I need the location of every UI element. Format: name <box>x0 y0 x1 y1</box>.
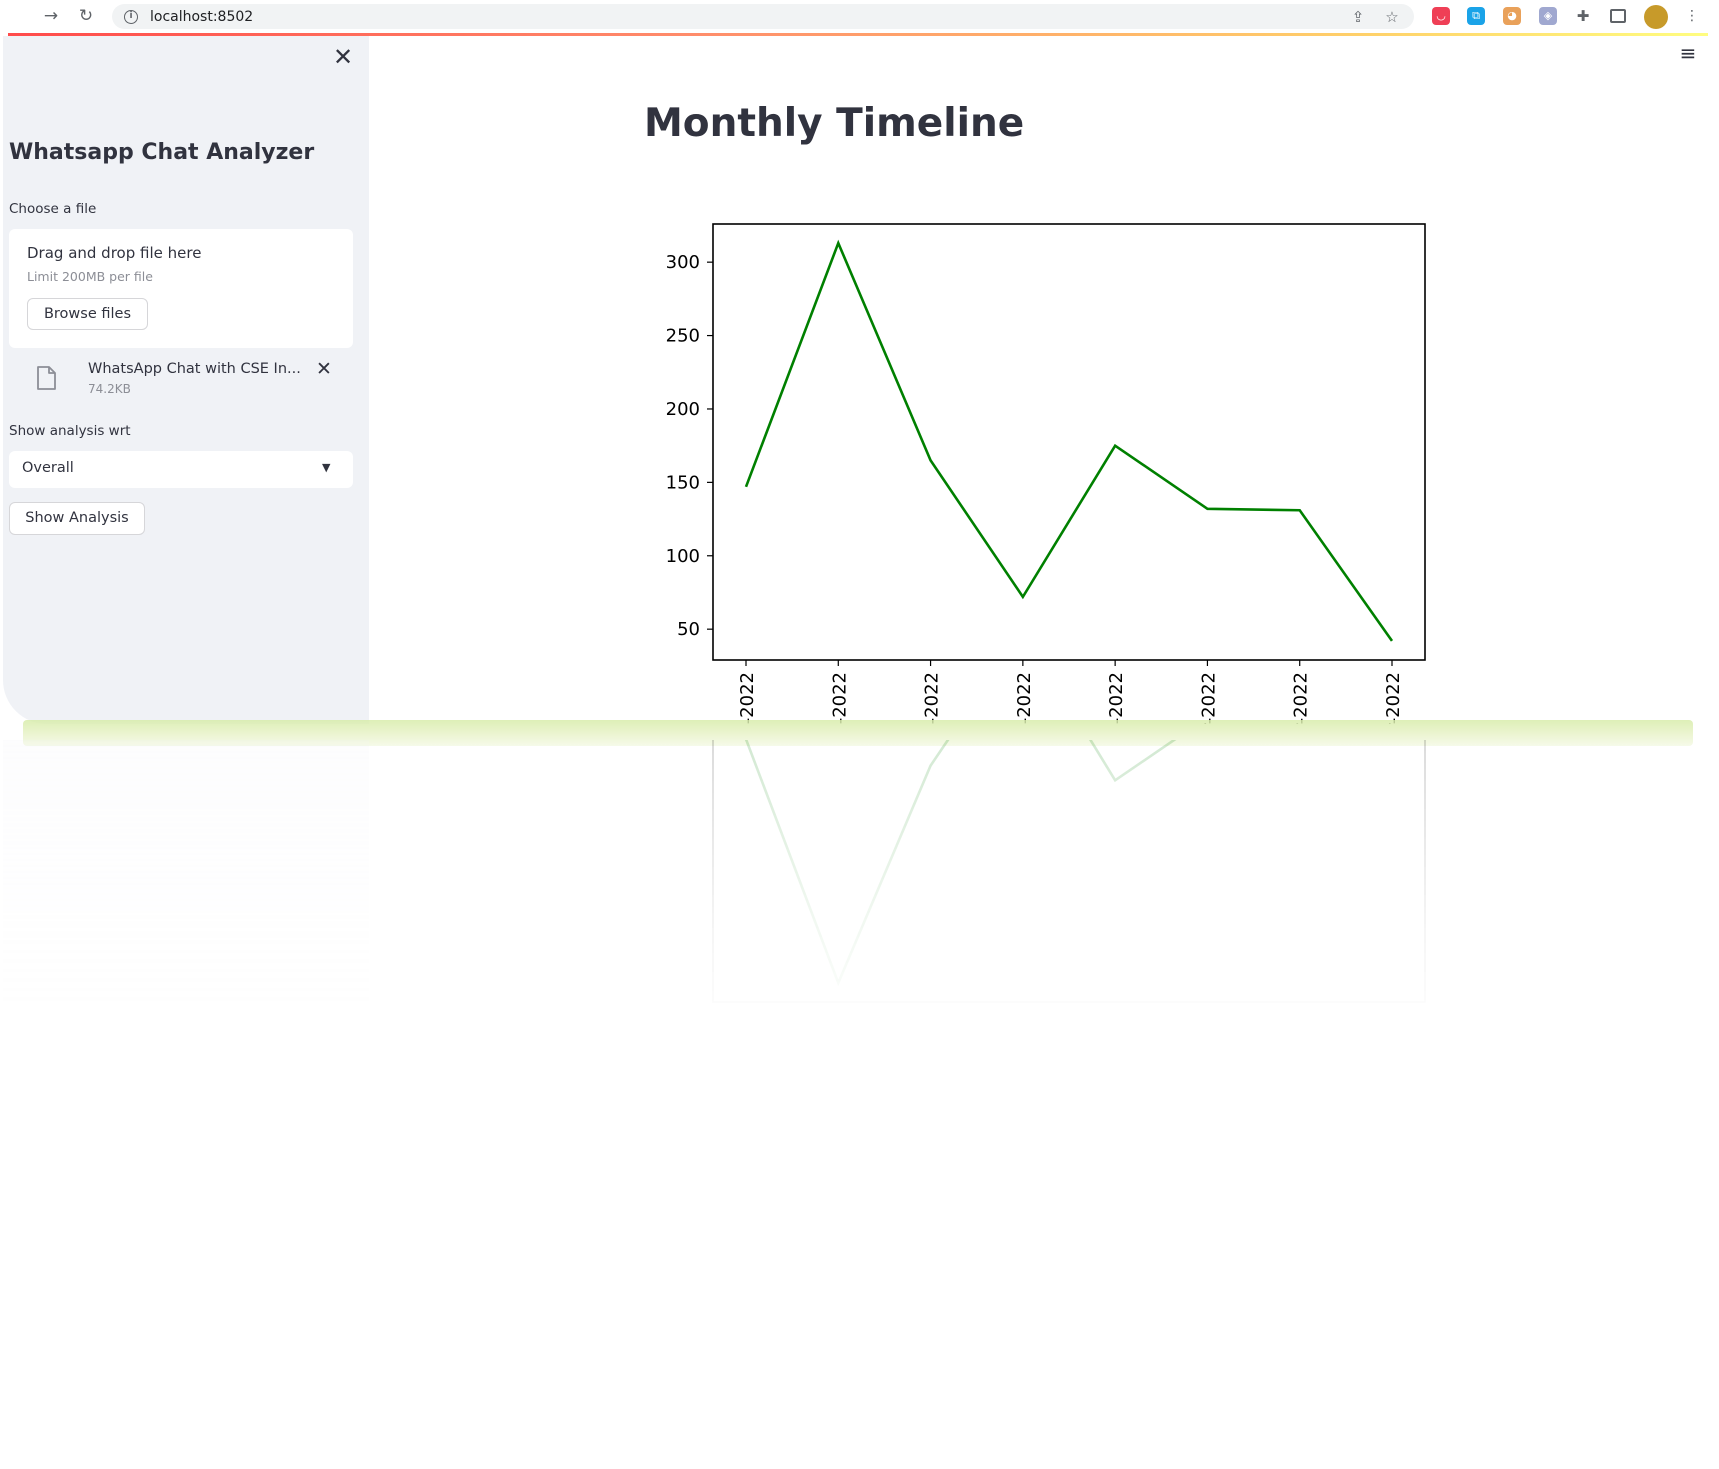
chevron-down-icon: ▼ <box>322 461 331 474</box>
file-uploader-label: Choose a file <box>9 201 97 217</box>
extension-translate-icon[interactable]: ⧉ <box>1467 7 1485 25</box>
analysis-select[interactable]: Overall ▼ <box>9 451 353 488</box>
analysis-select-label: Show analysis wrt <box>9 423 131 439</box>
y-tick-label: 250 <box>666 326 700 347</box>
hamburger-menu-icon[interactable]: ≡ <box>1679 41 1697 65</box>
file-icon <box>37 366 56 390</box>
screen-reflection: April-2022May-2022June-2022July-2022gust… <box>0 740 1719 1040</box>
uploaded-file-item: WhatsApp Chat with CSE In... 74.2KB ✕ <box>9 358 353 404</box>
y-tick-label: 300 <box>666 252 700 273</box>
uploaded-file-name: WhatsApp Chat with CSE In... <box>88 361 301 377</box>
show-analysis-button[interactable]: Show Analysis <box>9 502 145 535</box>
reflection-chart: April-2022May-2022June-2022July-2022gust… <box>712 740 1426 1003</box>
browser-menu-icon[interactable]: ⋮ <box>1685 8 1699 24</box>
uploaded-file-size: 74.2KB <box>88 382 131 396</box>
monthly-timeline-chart: 50 100 150 200 250 300 April-2022 May-2022 June-… <box>666 223 1426 724</box>
series-line <box>744 239 1394 642</box>
profile-avatar[interactable] <box>1644 5 1668 29</box>
y-tick-label: 200 <box>666 399 700 420</box>
browser-toolbar: → ↻ i localhost:8502 ⇪ ☆ ◡ ⧉ ◕ ◈ ✚ ⋮ <box>0 0 1719 33</box>
x-tick-label: gust-2022 <box>1106 672 1127 724</box>
plot-frame <box>712 223 1426 661</box>
share-icon[interactable]: ⇪ <box>1351 8 1365 26</box>
remove-file-icon[interactable]: ✕ <box>316 358 332 380</box>
sidebar: ✕ Whatsapp Chat Analyzer Choose a file D… <box>3 36 369 724</box>
dropzone-instruction: Drag and drop file here <box>27 244 202 262</box>
dropzone-limit: Limit 200MB per file <box>27 269 153 284</box>
extension-mask-icon[interactable]: ◕ <box>1503 7 1521 25</box>
reflection-content: April-2022May-2022June-2022July-2022gust… <box>0 740 1719 1040</box>
sidebar-title: Whatsapp Chat Analyzer <box>9 140 315 165</box>
y-tick-label: 100 <box>666 546 700 567</box>
close-sidebar-icon[interactable]: ✕ <box>332 43 354 71</box>
x-tick-label: June-2022 <box>922 672 943 724</box>
browse-files-button[interactable]: Browse files <box>27 298 148 330</box>
reflection-frame <box>712 740 1426 1003</box>
address-bar[interactable]: i localhost:8502 ⇪ ☆ <box>112 4 1414 29</box>
y-tick-label: 150 <box>666 472 700 493</box>
x-tick-label: ober-2022 <box>1291 672 1312 724</box>
y-tick-label: 50 <box>677 619 700 640</box>
x-tick-label: nber-2022 <box>1383 672 1404 724</box>
side-panel-icon[interactable] <box>1610 9 1626 23</box>
x-tick-label: May-2022 <box>829 672 850 724</box>
reload-icon[interactable]: ↻ <box>78 6 94 26</box>
x-tick-label: nber-2022 <box>1198 672 1219 724</box>
extension-pocket-icon[interactable]: ◡ <box>1432 7 1450 25</box>
taskbar-strip <box>23 720 1693 746</box>
loading-progress-line <box>8 33 1708 36</box>
file-dropzone[interactable]: Drag and drop file here Limit 200MB per … <box>9 229 353 348</box>
page-title: Monthly Timeline <box>644 101 1025 146</box>
reflection-sidebar <box>3 740 369 1040</box>
extension-shield-icon[interactable]: ◈ <box>1539 7 1557 25</box>
extensions-puzzle-icon[interactable]: ✚ <box>1576 7 1590 25</box>
url-text: localhost:8502 <box>150 8 254 25</box>
analysis-select-value: Overall <box>22 460 74 476</box>
bookmark-star-icon[interactable]: ☆ <box>1385 8 1399 26</box>
forward-icon[interactable]: → <box>43 6 59 26</box>
app-window: ✕ Whatsapp Chat Analyzer Choose a file D… <box>3 36 1716 724</box>
x-tick-label: July-2022 <box>1014 672 1035 724</box>
x-tick-label: April-2022 <box>737 672 758 724</box>
reflection-line <box>744 740 1394 987</box>
site-info-icon[interactable]: i <box>124 9 138 24</box>
